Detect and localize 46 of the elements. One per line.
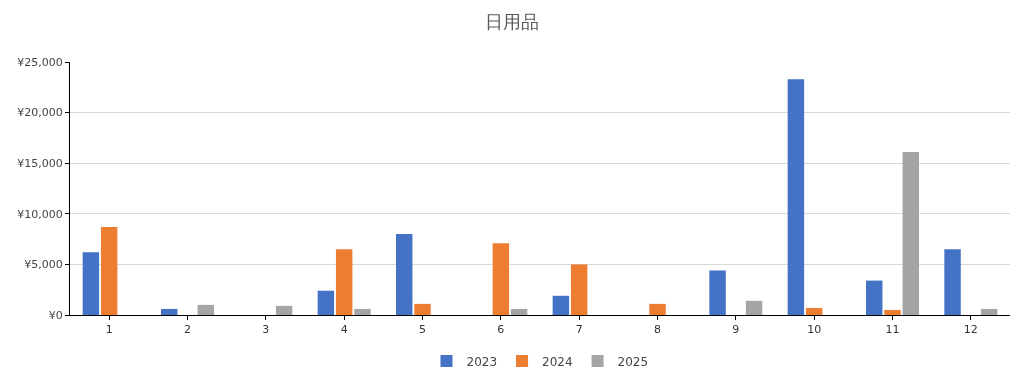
bar <box>510 308 528 315</box>
bar <box>197 304 214 315</box>
bar <box>980 308 998 315</box>
y-tick-label: ¥5,000 <box>24 258 63 272</box>
bar <box>552 295 570 315</box>
y-tick-label: ¥10,000 <box>17 207 63 221</box>
x-tick-label: 9 <box>732 323 740 337</box>
bar <box>805 307 823 315</box>
x-tick-label: 5 <box>419 323 426 337</box>
bar <box>649 303 666 315</box>
bar <box>82 252 100 315</box>
x-tick-label: 7 <box>575 323 583 337</box>
bar <box>275 305 293 315</box>
x-tick-label: 1 <box>105 323 113 337</box>
x-tick-label: 3 <box>262 323 270 337</box>
y-tick-label: ¥20,000 <box>17 106 63 120</box>
legend-label: 2025 <box>617 354 649 369</box>
bar <box>100 226 118 315</box>
bar <box>709 270 726 315</box>
bar <box>866 280 883 315</box>
y-tick-label: ¥25,000 <box>17 55 63 69</box>
x-tick-label: 4 <box>340 323 348 337</box>
bar <box>161 308 178 315</box>
bar <box>745 300 763 315</box>
x-tick-label: 10 <box>807 323 822 337</box>
bar <box>787 79 805 315</box>
bar <box>335 249 353 315</box>
bar <box>944 249 961 315</box>
bar <box>354 308 371 315</box>
x-tick-label: 12 <box>963 323 978 337</box>
y-tick-label: ¥0 <box>48 308 63 322</box>
bar <box>884 309 901 315</box>
legend-label: 2023 <box>466 354 498 369</box>
bar <box>570 264 588 315</box>
x-tick-label: 6 <box>497 323 505 337</box>
bar <box>492 243 510 315</box>
chart-title: 日用品 <box>485 11 539 33</box>
bar <box>396 234 413 315</box>
x-tick-label: 11 <box>885 323 900 337</box>
x-tick-label: 8 <box>654 323 661 337</box>
bar <box>414 303 431 315</box>
x-tick-label: 2 <box>184 323 191 337</box>
bar <box>902 152 919 315</box>
bar <box>317 290 335 315</box>
y-tick-label: ¥15,000 <box>17 157 63 171</box>
legend-label: 2024 <box>542 354 573 369</box>
